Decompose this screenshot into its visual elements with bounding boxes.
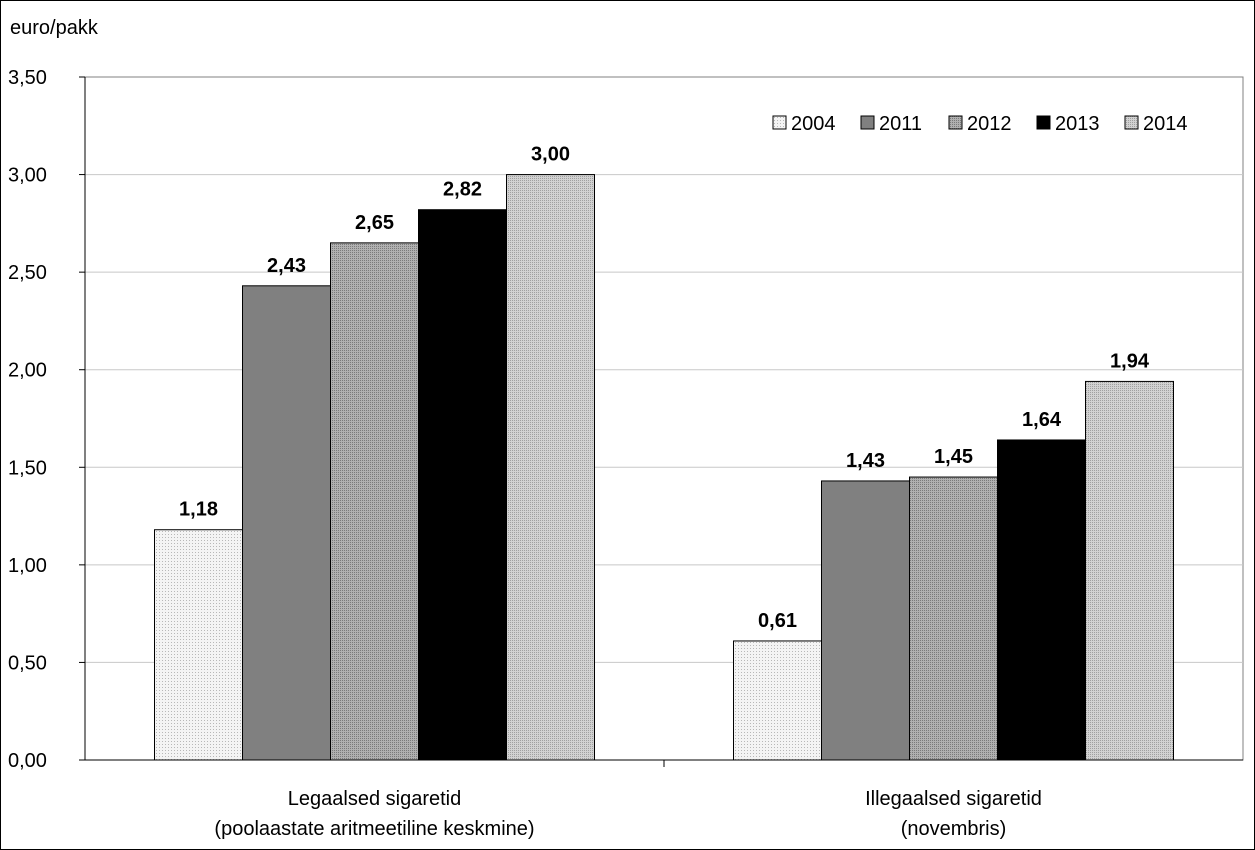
bar-2013-2 (997, 439, 1086, 761)
legend-label-2014: 2014 (1143, 113, 1188, 135)
bar-2012-2 (909, 476, 998, 761)
y-tick-label: 0,50 (8, 652, 47, 674)
data-label-2013-1: 2,82 (443, 179, 482, 201)
category-label-1-line-1: Legaalsed sigaretid (288, 788, 461, 810)
bar-2011-2 (821, 480, 910, 761)
y-tick-label: 1,50 (8, 457, 47, 479)
category-label-1-line-2: (poolaastate aritmeetiline keskmine) (214, 818, 534, 840)
legend-swatch-2004 (772, 115, 787, 130)
data-label-2014-2: 1,94 (1110, 350, 1150, 372)
y-tick-label: 3,00 (8, 165, 47, 187)
legend-swatch-2011 (860, 115, 875, 130)
data-label-2012-2: 1,45 (934, 446, 973, 468)
data-label-2004-2: 0,61 (758, 610, 797, 632)
y-tick-label: 2,00 (8, 360, 47, 382)
data-label-2004-1: 1,18 (179, 499, 218, 521)
legend-label-2004: 2004 (791, 113, 836, 135)
axes: 0,00 0,50 1,00 1,50 2,00 2,50 3,00 3,50 Legaalse… (8, 67, 1243, 840)
y-tick-label: 0,00 (8, 750, 47, 772)
legend-label-2012: 2012 (967, 113, 1012, 135)
bar-2004-2 (733, 640, 822, 761)
bars (154, 174, 1174, 761)
y-tick-label: 1,00 (8, 555, 47, 577)
legend-label-2013: 2013 (1055, 113, 1100, 135)
legend-swatch-2013 (1036, 115, 1051, 130)
data-label-2012-1: 2,65 (355, 212, 394, 234)
y-tick-label: 2,50 (8, 262, 47, 284)
data-label-2013-2: 1,64 (1022, 409, 1062, 431)
bar-2011-1 (242, 285, 331, 761)
data-label-2011-2: 1,43 (846, 450, 885, 472)
data-label-2014-1: 3,00 (531, 144, 570, 166)
category-label-2-line-1: Illegaalsed sigaretid (865, 788, 1042, 810)
legend: 2004 2011 2012 2013 2014 (772, 113, 1188, 135)
bar-2014-2 (1085, 380, 1174, 761)
legend-label-2011: 2011 (879, 113, 922, 135)
y-tick-label: 3,50 (8, 67, 47, 89)
bar-2014-1 (506, 174, 595, 761)
data-labels: 1,18 2,43 2,65 2,82 3,00 0,61 1,43 1,45 1,64 1,94 (179, 144, 1150, 632)
bar-2004-1 (154, 529, 243, 761)
bar-2013-1 (418, 209, 507, 761)
bar-2012-1 (330, 242, 419, 761)
y-axis-unit-label: euro/pakk (10, 17, 99, 39)
legend-swatch-2012 (948, 115, 963, 130)
category-label-2-line-2: (novembris) (901, 818, 1007, 840)
legend-swatch-2014 (1124, 115, 1139, 130)
data-label-2011-1: 2,43 (267, 255, 306, 277)
